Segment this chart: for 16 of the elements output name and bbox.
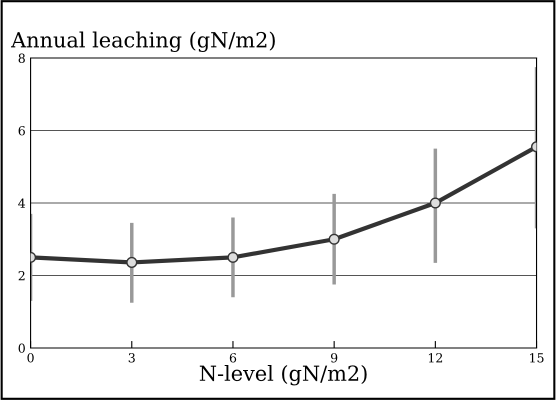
y-tick-label: 6 — [18, 126, 25, 136]
x-tick-label: 9 — [330, 353, 338, 363]
point — [328, 234, 340, 245]
y-tick-label: 0 — [18, 343, 25, 353]
point — [430, 197, 441, 209]
point — [227, 252, 239, 263]
x-tick-label: 3 — [128, 353, 135, 363]
y-tick-label: 4 — [18, 198, 26, 208]
chart-title: Annual leaching (gN/m2) — [10, 32, 275, 52]
x-tick-label: 6 — [230, 353, 236, 363]
x-tick-label: 15 — [530, 353, 544, 363]
x-tick-label: 12 — [428, 353, 442, 362]
x-axis-title: N-level (gN/m2) — [200, 364, 367, 386]
y-tick-label: 2 — [18, 270, 24, 280]
y-tick-label: 8 — [18, 53, 25, 63]
x-tick-label: 0 — [27, 353, 34, 363]
